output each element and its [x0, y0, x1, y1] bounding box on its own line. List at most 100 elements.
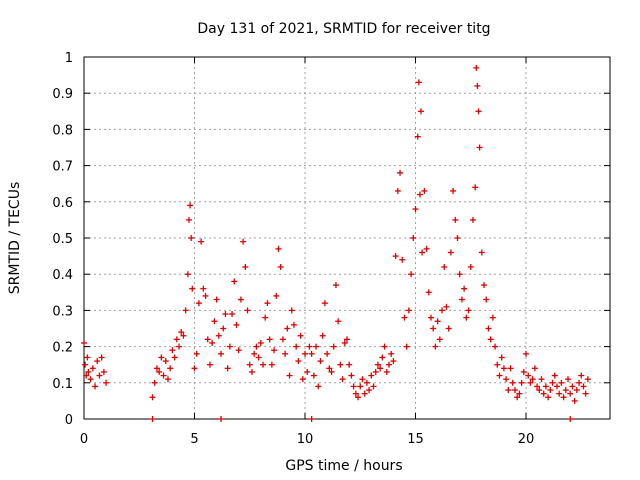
data-point	[213, 296, 220, 303]
y-tick-label: 0.7	[52, 160, 73, 175]
data-point	[185, 216, 192, 223]
data-point	[503, 376, 510, 383]
data-point	[545, 394, 552, 401]
data-point	[158, 354, 165, 361]
data-point	[253, 343, 260, 350]
data-point	[418, 108, 425, 115]
data-point	[240, 238, 247, 245]
data-point	[96, 372, 103, 379]
data-point	[308, 350, 315, 357]
data-point	[465, 307, 472, 314]
data-point	[494, 361, 501, 368]
data-point	[346, 361, 353, 368]
data-point	[222, 311, 229, 318]
data-point	[103, 379, 110, 386]
data-point	[319, 332, 326, 339]
x-tick-labels: 0 5 10 15 20	[80, 432, 534, 447]
data-point	[350, 383, 357, 390]
data-point	[335, 318, 342, 325]
data-point	[149, 394, 156, 401]
data-point	[567, 416, 574, 422]
data-point	[527, 379, 534, 386]
data-point	[518, 379, 525, 386]
data-point	[454, 235, 461, 241]
data-point	[556, 390, 563, 397]
data-point	[540, 390, 547, 397]
y-tick-label: 0.9	[52, 87, 73, 102]
data-point	[549, 379, 556, 386]
data-point	[344, 336, 350, 343]
data-point	[224, 365, 231, 372]
data-point	[357, 383, 364, 390]
data-point	[302, 350, 309, 357]
data-point	[178, 329, 185, 336]
data-point	[290, 321, 297, 328]
data-point	[392, 253, 399, 260]
data-point	[523, 350, 530, 357]
data-point	[275, 245, 282, 252]
data-point	[153, 365, 160, 372]
data-point	[149, 416, 156, 422]
data-point	[578, 372, 585, 379]
data-point	[553, 383, 560, 390]
data-point	[514, 394, 521, 401]
data-point	[193, 350, 200, 357]
data-point	[202, 292, 209, 299]
data-point	[317, 358, 324, 365]
data-point	[89, 365, 96, 372]
data-point	[171, 354, 178, 361]
data-point	[461, 285, 468, 292]
data-point	[306, 343, 313, 350]
data-point	[220, 325, 227, 332]
data-point	[200, 285, 207, 292]
data-point	[313, 343, 320, 350]
data-point	[551, 372, 558, 379]
data-point	[173, 336, 180, 343]
data-point	[475, 108, 482, 115]
data-point	[474, 82, 481, 89]
data-point	[246, 361, 253, 368]
data-point	[248, 368, 255, 375]
data-point	[525, 372, 532, 379]
x-tick-label: 15	[407, 432, 424, 447]
y-axis-label: SRMTID / TECUs	[7, 182, 23, 295]
data-point	[573, 387, 580, 394]
data-point	[191, 365, 198, 372]
data-point	[271, 347, 278, 354]
data-point	[98, 354, 105, 361]
data-point	[169, 347, 176, 354]
data-point	[534, 383, 541, 390]
data-point	[279, 336, 286, 343]
x-tick-label: 5	[190, 432, 198, 447]
data-point	[295, 358, 302, 365]
data-point	[423, 245, 430, 252]
data-point	[361, 390, 368, 397]
data-point	[509, 379, 516, 386]
data-point	[282, 350, 289, 357]
data-point	[439, 307, 446, 314]
data-point	[156, 368, 163, 375]
data-point	[425, 289, 432, 296]
data-point	[469, 216, 476, 223]
data-point	[485, 325, 492, 332]
data-point	[441, 263, 448, 270]
x-tick-label: 10	[297, 432, 314, 447]
y-tick-label: 0.8	[52, 123, 73, 138]
data-point	[211, 318, 218, 325]
data-point	[184, 271, 191, 278]
data-point	[576, 379, 583, 386]
data-point	[251, 350, 258, 357]
data-point	[447, 249, 454, 256]
data-point	[558, 379, 565, 386]
data-point	[456, 271, 463, 278]
data-point	[85, 368, 92, 375]
data-point	[321, 300, 328, 307]
data-point	[363, 379, 370, 386]
data-point	[277, 263, 284, 270]
data-point	[286, 372, 293, 379]
data-point	[427, 314, 434, 321]
data-point	[414, 133, 421, 140]
data-point	[299, 376, 306, 383]
data-point	[580, 383, 587, 390]
